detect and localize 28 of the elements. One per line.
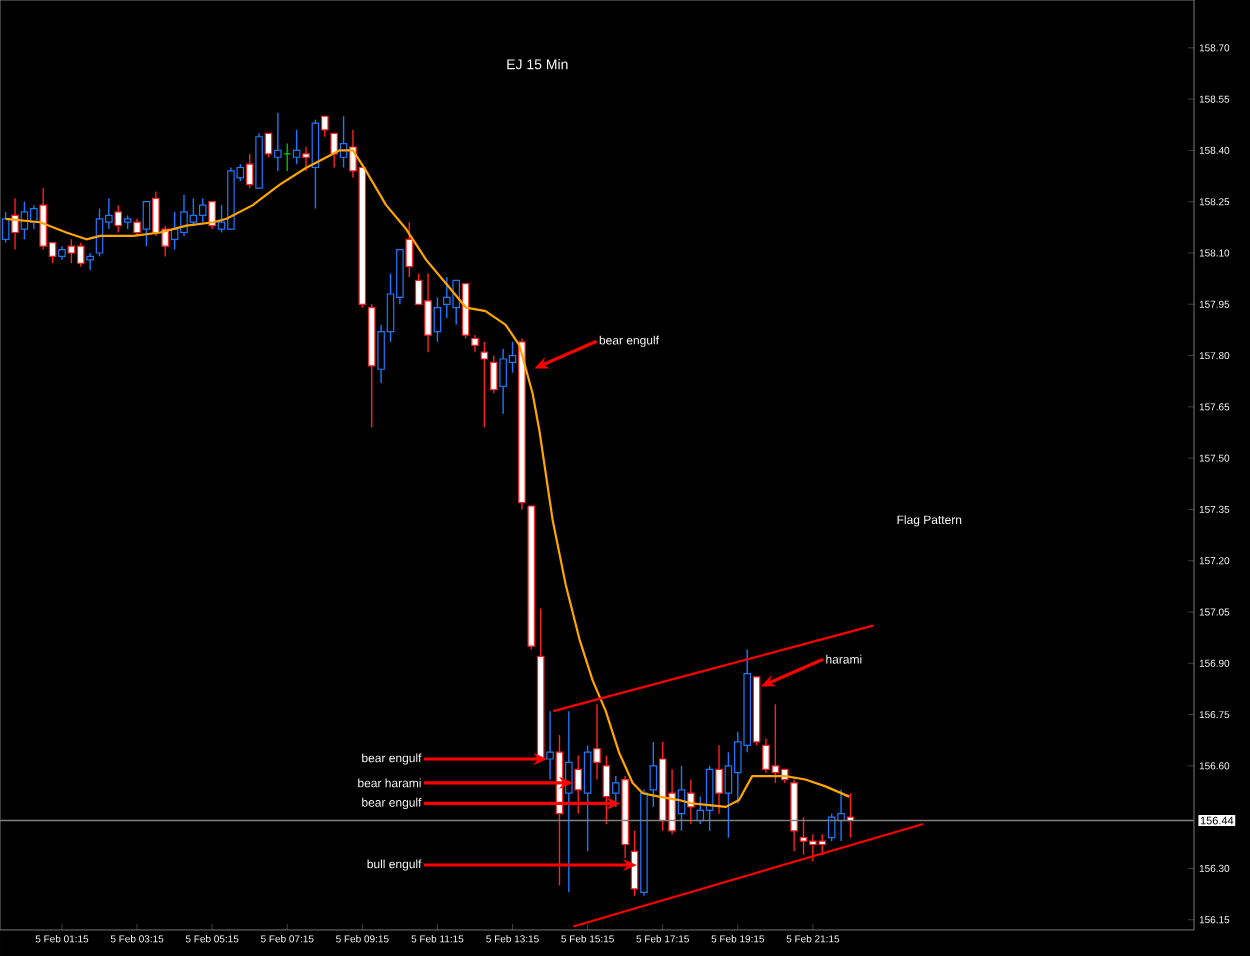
candlestick	[611, 775, 620, 808]
candlestick	[593, 703, 601, 781]
candlestick	[330, 132, 338, 169]
candlestick	[790, 778, 798, 853]
candlestick	[574, 754, 583, 815]
candlestick	[649, 741, 658, 808]
candlestick	[602, 754, 611, 825]
candlestick	[283, 142, 292, 172]
candlestick	[320, 115, 329, 138]
candlestick	[302, 146, 310, 172]
candlestick	[715, 744, 723, 815]
candlestick	[245, 153, 254, 189]
candlestick	[292, 129, 301, 165]
candlestick	[114, 204, 123, 234]
candlestick	[264, 132, 273, 158]
candlestick	[11, 197, 19, 251]
candlestick	[208, 201, 216, 230]
candlestick	[433, 296, 442, 343]
candlestick	[76, 242, 85, 268]
candlestick	[546, 710, 554, 781]
candlestick	[405, 221, 414, 278]
candlestick	[198, 197, 207, 223]
candlestick	[480, 341, 489, 429]
candlestick	[86, 252, 94, 271]
candlestick	[274, 112, 282, 172]
candlestick	[142, 201, 151, 247]
candlestick	[583, 744, 592, 853]
candlestick	[489, 354, 498, 394]
